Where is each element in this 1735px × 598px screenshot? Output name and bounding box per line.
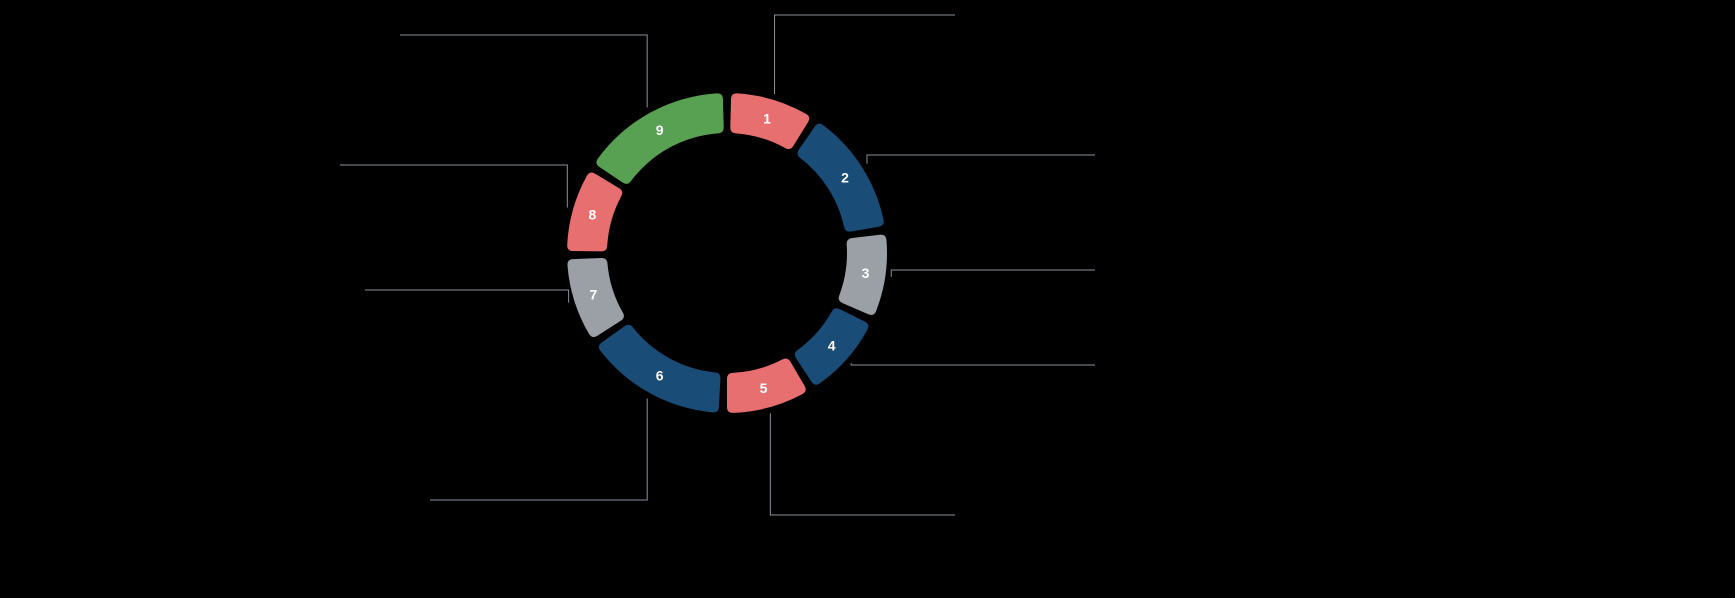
diagram-stage: 1 2 3 4 5 6 7 8 9 — [0, 0, 1735, 598]
leader-line-7 — [365, 290, 569, 303]
leader-line-9 — [400, 35, 647, 107]
leader-line-1 — [775, 15, 955, 94]
leader-line-4 — [851, 363, 1095, 365]
donut-segment-9 — [596, 93, 723, 184]
leader-line-6 — [430, 399, 647, 500]
segment-number-1: 1 — [763, 111, 771, 127]
segment-number-6: 6 — [656, 367, 664, 383]
segment-number-7: 7 — [590, 287, 598, 303]
leader-line-2 — [867, 155, 1095, 164]
segment-number-5: 5 — [760, 380, 768, 396]
leader-line-5 — [770, 413, 955, 515]
leader-line-3 — [891, 270, 1095, 277]
segment-number-9: 9 — [656, 122, 664, 138]
segment-number-8: 8 — [588, 206, 596, 222]
segment-number-2: 2 — [841, 169, 849, 185]
segment-number-4: 4 — [828, 338, 836, 354]
leader-line-8 — [340, 165, 567, 208]
segment-number-3: 3 — [862, 265, 870, 281]
segmented-donut-chart: 1 2 3 4 5 6 7 8 9 — [0, 0, 1735, 598]
